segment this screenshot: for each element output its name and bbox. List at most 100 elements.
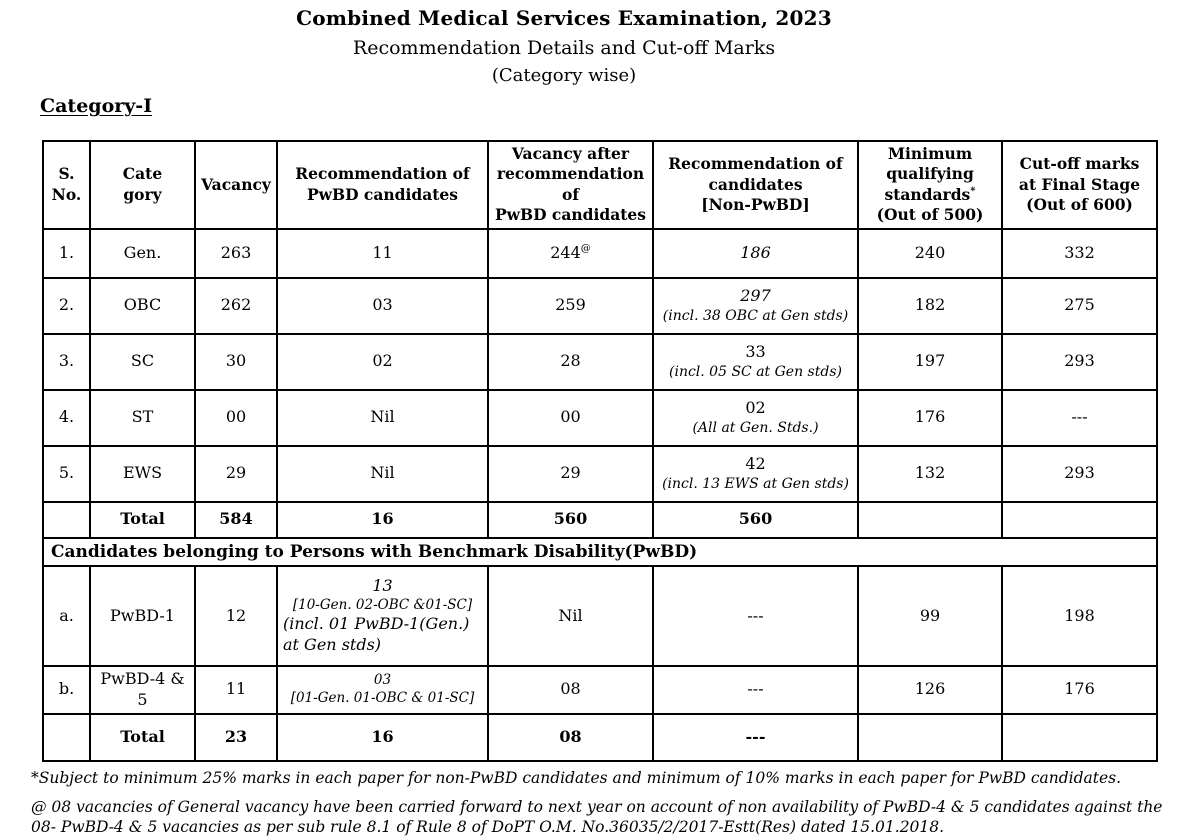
cell-recommendation-pwbd: Nil — [276, 388, 489, 447]
doc-subtitle: Recommendation Details and Cut-off Marks — [352, 37, 776, 59]
cell-category: Gen. — [89, 227, 196, 279]
cell-serial-number — [42, 712, 91, 762]
cell-cutoff-final-stage: 176 — [1001, 664, 1158, 715]
total-row: Total 584 16 560 560 — [42, 500, 1158, 539]
cutoff-table: S. No. Cate gory Vacancy Recommendation of PwB… — [42, 140, 1158, 762]
cell-serial-number: 3. — [42, 332, 91, 391]
cell-category: Total — [89, 712, 196, 762]
footnote-carry-forward: @ 08 vacancies of General vacancy have b… — [31, 798, 1163, 837]
cell-minimum-qualifying: 182 — [857, 276, 1003, 335]
cell-recommendation-pwbd: 16 — [276, 712, 489, 762]
table-row: 5. EWS 29 Nil 29 42 (incl. 13 EWS at Gen stds)… — [42, 444, 1158, 503]
pwbd-section-banner-row: Candidates belonging to Persons with Ben… — [42, 536, 1158, 567]
cell-minimum-qualifying: 99 — [857, 564, 1003, 667]
cell-recommendation-pwbd: 11 — [276, 227, 489, 279]
cell-minimum-qualifying: 132 — [857, 444, 1003, 503]
header-row: S. No. Cate gory Vacancy Recommendation of PwB… — [42, 140, 1158, 230]
cell-cutoff-final-stage — [1001, 500, 1158, 539]
doc-subtitle-category-wise: (Category wise) — [491, 65, 637, 86]
cell-vacancy: 30 — [194, 332, 278, 391]
cell-vacancy-after-pwbd: 560 — [487, 500, 654, 539]
column-header-recommendation-non-pwbd: Recommendation of candidates [Non-PwBD] — [652, 140, 859, 230]
table-row: 4. ST 00 Nil 00 02 (All at Gen. Stds.) 176 --- — [42, 388, 1158, 447]
table-row: 1. Gen. 263 11 244@ 186 240 332 — [42, 227, 1158, 279]
column-header-vacancy: Vacancy — [194, 140, 278, 230]
cell-recommendation-non-pwbd: 560 — [652, 500, 859, 539]
cell-category: SC — [89, 332, 196, 391]
cell-cutoff-final-stage: 275 — [1001, 276, 1158, 335]
table-row: 2. OBC 262 03 259 297 (incl. 38 OBC at Gen std… — [42, 276, 1158, 335]
cell-vacancy: 263 — [194, 227, 278, 279]
cell-recommendation-pwbd: 03 — [276, 276, 489, 335]
footnote-minimum-marks: *Subject to minimum 25% marks in each pa… — [31, 768, 1122, 787]
cell-serial-number: 5. — [42, 444, 91, 503]
cell-cutoff-final-stage — [1001, 712, 1158, 762]
cell-vacancy: 12 — [194, 564, 278, 667]
cell-category: PwBD-1 — [89, 564, 196, 667]
cell-serial-number — [42, 500, 91, 539]
cell-category: OBC — [89, 276, 196, 335]
cell-vacancy: 584 — [194, 500, 278, 539]
cell-minimum-qualifying: 126 — [857, 664, 1003, 715]
cell-recommendation-non-pwbd: --- — [652, 712, 859, 762]
cell-vacancy: 11 — [194, 664, 278, 715]
column-header-cutoff-final-stage: Cut-off marks at Final Stage (Out of 600) — [1001, 140, 1158, 230]
cell-vacancy-after-pwbd: 29 — [487, 444, 654, 503]
table-row: a. PwBD-1 12 13 [10-Gen. 02-OBC &01-SC] (incl… — [42, 564, 1158, 667]
cell-recommendation-pwbd: Nil — [276, 444, 489, 503]
cell-vacancy: 29 — [194, 444, 278, 503]
cell-vacancy-after-pwbd: 28 — [487, 332, 654, 391]
footnotes: *Subject to minimum 25% marks in each pa… — [31, 769, 1181, 838]
cell-vacancy-after-pwbd: 08 — [487, 712, 654, 762]
cell-recommendation-pwbd: 03 [01-Gen. 01-OBC & 01-SC] — [276, 664, 489, 715]
column-header-serial-number: S. No. — [42, 140, 91, 230]
cell-vacancy-after-pwbd: 259 — [487, 276, 654, 335]
cell-recommendation-non-pwbd: 297 (incl. 38 OBC at Gen stds) — [652, 276, 859, 335]
section-label: Category-I — [40, 95, 153, 117]
cell-recommendation-non-pwbd: 42 (incl. 13 EWS at Gen stds) — [652, 444, 859, 503]
cell-cutoff-final-stage: 198 — [1001, 564, 1158, 667]
cell-minimum-qualifying — [857, 500, 1003, 539]
cell-serial-number: 4. — [42, 388, 91, 447]
pwbd-section-banner: Candidates belonging to Persons with Ben… — [42, 536, 1158, 567]
cell-cutoff-final-stage: --- — [1001, 388, 1158, 447]
cell-category: PwBD-4 & 5 — [89, 664, 196, 715]
cell-vacancy: 262 — [194, 276, 278, 335]
doc-title: Combined Medical Services Examination, 2… — [296, 6, 832, 30]
cell-minimum-qualifying: 176 — [857, 388, 1003, 447]
table-header: S. No. Cate gory Vacancy Recommendation of PwB… — [42, 140, 1158, 230]
column-header-minimum-qualifying: Minimum qualifying standards* (Out of 500) — [857, 140, 1003, 230]
cell-category: Total — [89, 500, 196, 539]
cell-vacancy-after-pwbd: Nil — [487, 564, 654, 667]
cell-vacancy: 23 — [194, 712, 278, 762]
cell-serial-number: b. — [42, 664, 91, 715]
cell-vacancy-after-pwbd: 08 — [487, 664, 654, 715]
cell-serial-number: 1. — [42, 227, 91, 279]
column-header-recommendation-pwbd: Recommendation of PwBD candidates — [276, 140, 489, 230]
table-row: b. PwBD-4 & 5 11 03 [01-Gen. 01-OBC & 01-SC]… — [42, 664, 1158, 715]
cell-serial-number: 2. — [42, 276, 91, 335]
table-body: 1. Gen. 263 11 244@ 186 240 332 2. OBC 262 03 259 297… — [42, 227, 1158, 762]
cell-cutoff-final-stage: 293 — [1001, 444, 1158, 503]
cell-minimum-qualifying — [857, 712, 1003, 762]
cell-recommendation-pwbd: 13 [10-Gen. 02-OBC &01-SC] (incl. 01 PwBD-… — [276, 564, 489, 667]
document-page: Combined Medical Services Examination, 2… — [0, 0, 1162, 836]
cell-minimum-qualifying: 240 — [857, 227, 1003, 279]
cell-recommendation-non-pwbd: --- — [652, 664, 859, 715]
cell-vacancy: 00 — [194, 388, 278, 447]
cell-category: ST — [89, 388, 196, 447]
column-header-category: Cate gory — [89, 140, 196, 230]
cell-vacancy-after-pwbd: 00 — [487, 388, 654, 447]
doc-header: Combined Medical Services Examination, 2… — [0, 0, 1128, 86]
cell-serial-number: a. — [42, 564, 91, 667]
cell-category: EWS — [89, 444, 196, 503]
total-row: Total 23 16 08 --- — [42, 712, 1158, 762]
cell-recommendation-non-pwbd: 02 (All at Gen. Stds.) — [652, 388, 859, 447]
cell-minimum-qualifying: 197 — [857, 332, 1003, 391]
cell-recommendation-pwbd: 02 — [276, 332, 489, 391]
column-header-vacancy-after-pwbd: Vacancy after recommendation of PwBD candid… — [487, 140, 654, 230]
cell-recommendation-non-pwbd: --- — [652, 564, 859, 667]
cell-cutoff-final-stage: 293 — [1001, 332, 1158, 391]
cell-recommendation-pwbd: 16 — [276, 500, 489, 539]
cell-cutoff-final-stage: 332 — [1001, 227, 1158, 279]
